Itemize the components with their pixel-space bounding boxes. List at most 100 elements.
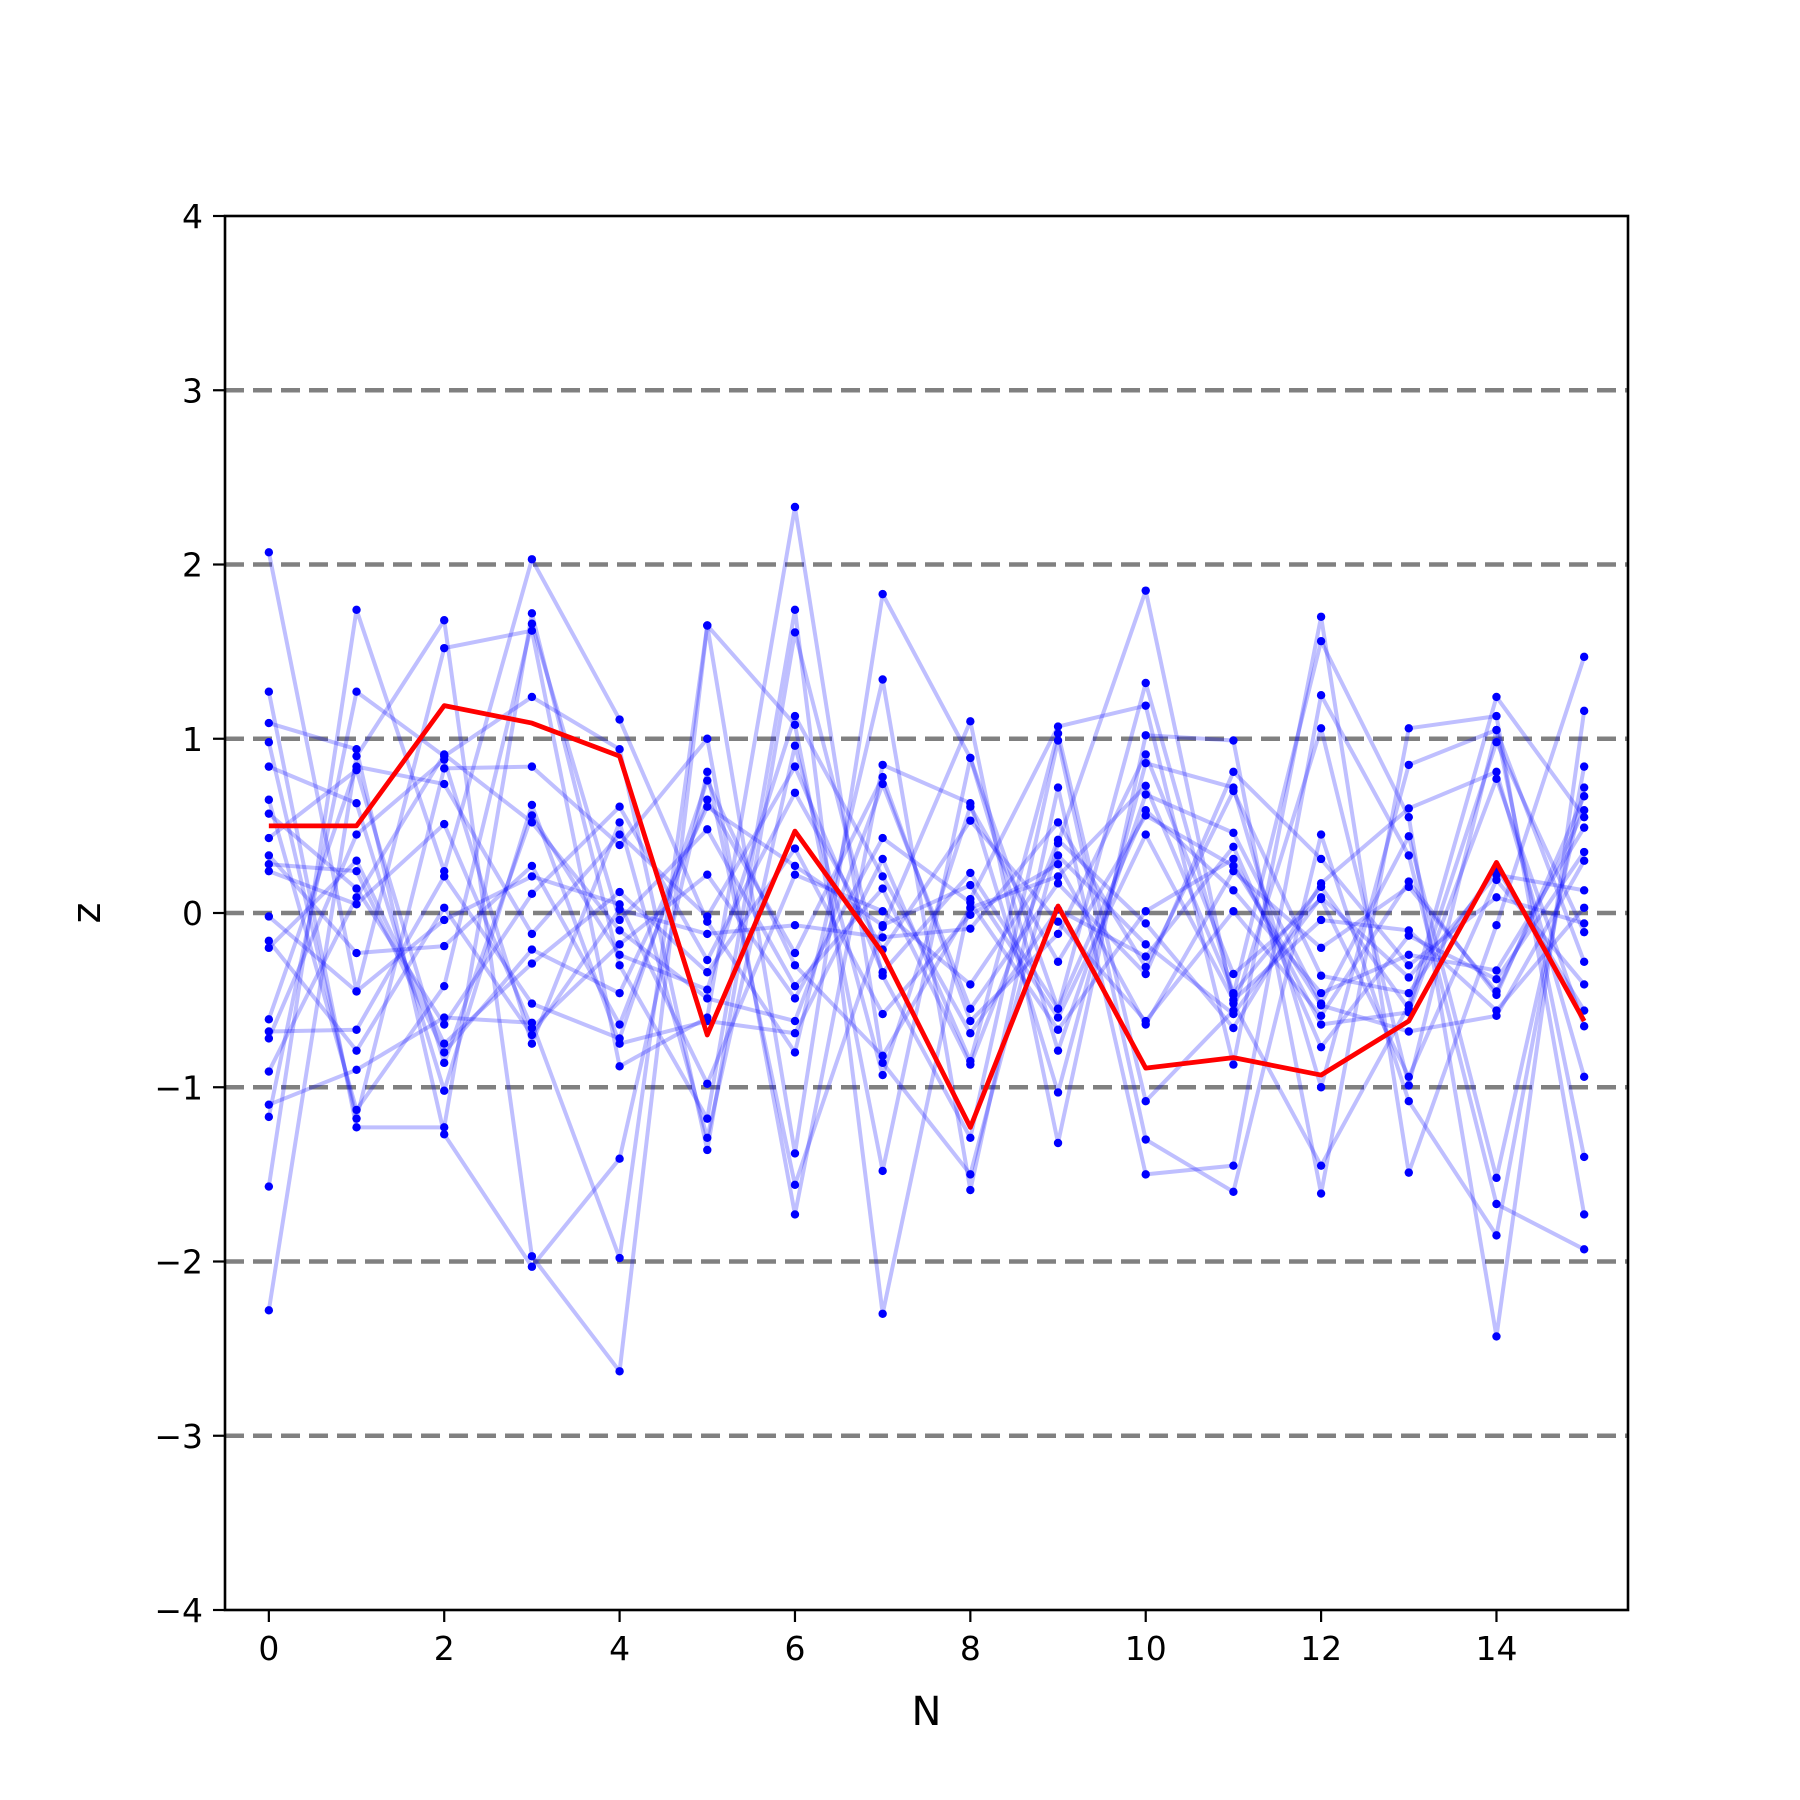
series-line xyxy=(268,804,1586,1055)
data-point xyxy=(1404,832,1413,841)
data-point xyxy=(790,1016,800,1026)
data-point xyxy=(1229,1009,1238,1019)
data-point xyxy=(527,929,537,939)
data-point xyxy=(352,830,361,839)
series-line xyxy=(267,789,1586,1053)
y-tick-label: −2 xyxy=(154,1243,203,1282)
data-point xyxy=(703,776,712,785)
data-point xyxy=(1404,1081,1413,1090)
data-point xyxy=(878,872,887,881)
data-point xyxy=(527,626,537,635)
data-point xyxy=(440,981,449,991)
data-point xyxy=(352,856,361,865)
data-point xyxy=(440,616,449,625)
series-line xyxy=(266,504,1586,1177)
data-point xyxy=(615,802,624,811)
data-point xyxy=(966,816,975,825)
x-tick-label: 4 xyxy=(609,1629,630,1668)
data-point xyxy=(1141,907,1150,916)
data-point xyxy=(1229,907,1238,916)
data-point xyxy=(527,555,537,564)
data-point xyxy=(440,1048,449,1057)
data-point xyxy=(1492,1006,1501,1015)
data-point xyxy=(527,1023,537,1033)
data-point xyxy=(703,795,712,804)
data-point xyxy=(264,851,274,860)
data-point xyxy=(527,800,537,810)
data-point xyxy=(790,1149,800,1158)
data-point xyxy=(703,767,712,777)
background-series xyxy=(266,504,1587,1374)
data-point xyxy=(966,924,975,933)
x-axis-label: N xyxy=(912,1689,942,1735)
data-point xyxy=(440,764,449,773)
data-point xyxy=(1492,738,1501,747)
data-point xyxy=(790,994,800,1003)
data-point xyxy=(264,718,274,728)
data-point xyxy=(790,844,800,853)
series-line xyxy=(266,621,1587,1112)
data-point xyxy=(1053,783,1063,792)
data-point xyxy=(790,1048,800,1057)
data-point xyxy=(1141,1016,1150,1026)
data-point xyxy=(1404,1027,1413,1036)
data-point xyxy=(1316,1161,1326,1170)
data-point xyxy=(527,945,537,954)
data-point xyxy=(440,1123,449,1132)
data-point xyxy=(1579,847,1589,857)
data-point xyxy=(1141,781,1150,790)
data-point xyxy=(527,959,537,968)
data-point xyxy=(1579,886,1589,895)
data-point xyxy=(1579,805,1589,815)
data-point xyxy=(966,1133,975,1142)
data-point xyxy=(966,1170,975,1179)
data-point xyxy=(615,915,624,925)
data-point xyxy=(966,880,975,890)
data-point xyxy=(790,870,800,879)
data-point xyxy=(790,605,800,615)
data-point xyxy=(878,1058,887,1068)
data-point xyxy=(264,912,274,921)
data-point xyxy=(264,1100,274,1109)
data-point xyxy=(1404,1096,1413,1106)
data-point xyxy=(264,762,274,771)
data-point xyxy=(352,765,361,775)
data-point xyxy=(615,887,624,897)
data-point xyxy=(790,711,800,721)
data-point xyxy=(1316,943,1326,953)
data-point xyxy=(615,940,624,949)
data-point xyxy=(878,779,887,789)
data-point xyxy=(1579,823,1589,832)
data-point xyxy=(1492,725,1501,735)
data-point xyxy=(966,1029,975,1038)
data-point xyxy=(615,1367,624,1376)
data-point xyxy=(1316,830,1326,839)
data-point xyxy=(264,795,274,804)
data-point xyxy=(703,734,712,743)
series-line xyxy=(266,764,1586,1020)
data-point xyxy=(1229,995,1238,1005)
data-point xyxy=(878,1309,887,1318)
data-point xyxy=(1579,856,1589,865)
data-point xyxy=(1316,915,1326,925)
data-point xyxy=(1053,872,1063,881)
data-point xyxy=(790,961,800,970)
data-point xyxy=(1579,783,1589,792)
data-point xyxy=(615,830,624,839)
data-point xyxy=(790,502,800,512)
series-line xyxy=(267,752,1586,1079)
data-point xyxy=(352,884,361,893)
data-point xyxy=(1404,851,1413,860)
data-point xyxy=(264,866,274,876)
data-point xyxy=(966,1060,975,1069)
data-point xyxy=(440,1013,449,1022)
data-point xyxy=(264,1182,274,1191)
data-point xyxy=(1316,636,1326,646)
data-point xyxy=(1229,842,1238,851)
data-point xyxy=(703,968,712,977)
data-point xyxy=(966,980,975,989)
data-point xyxy=(878,760,887,770)
data-point xyxy=(1404,1072,1413,1081)
data-point xyxy=(790,788,800,797)
series-line xyxy=(268,726,1587,1104)
